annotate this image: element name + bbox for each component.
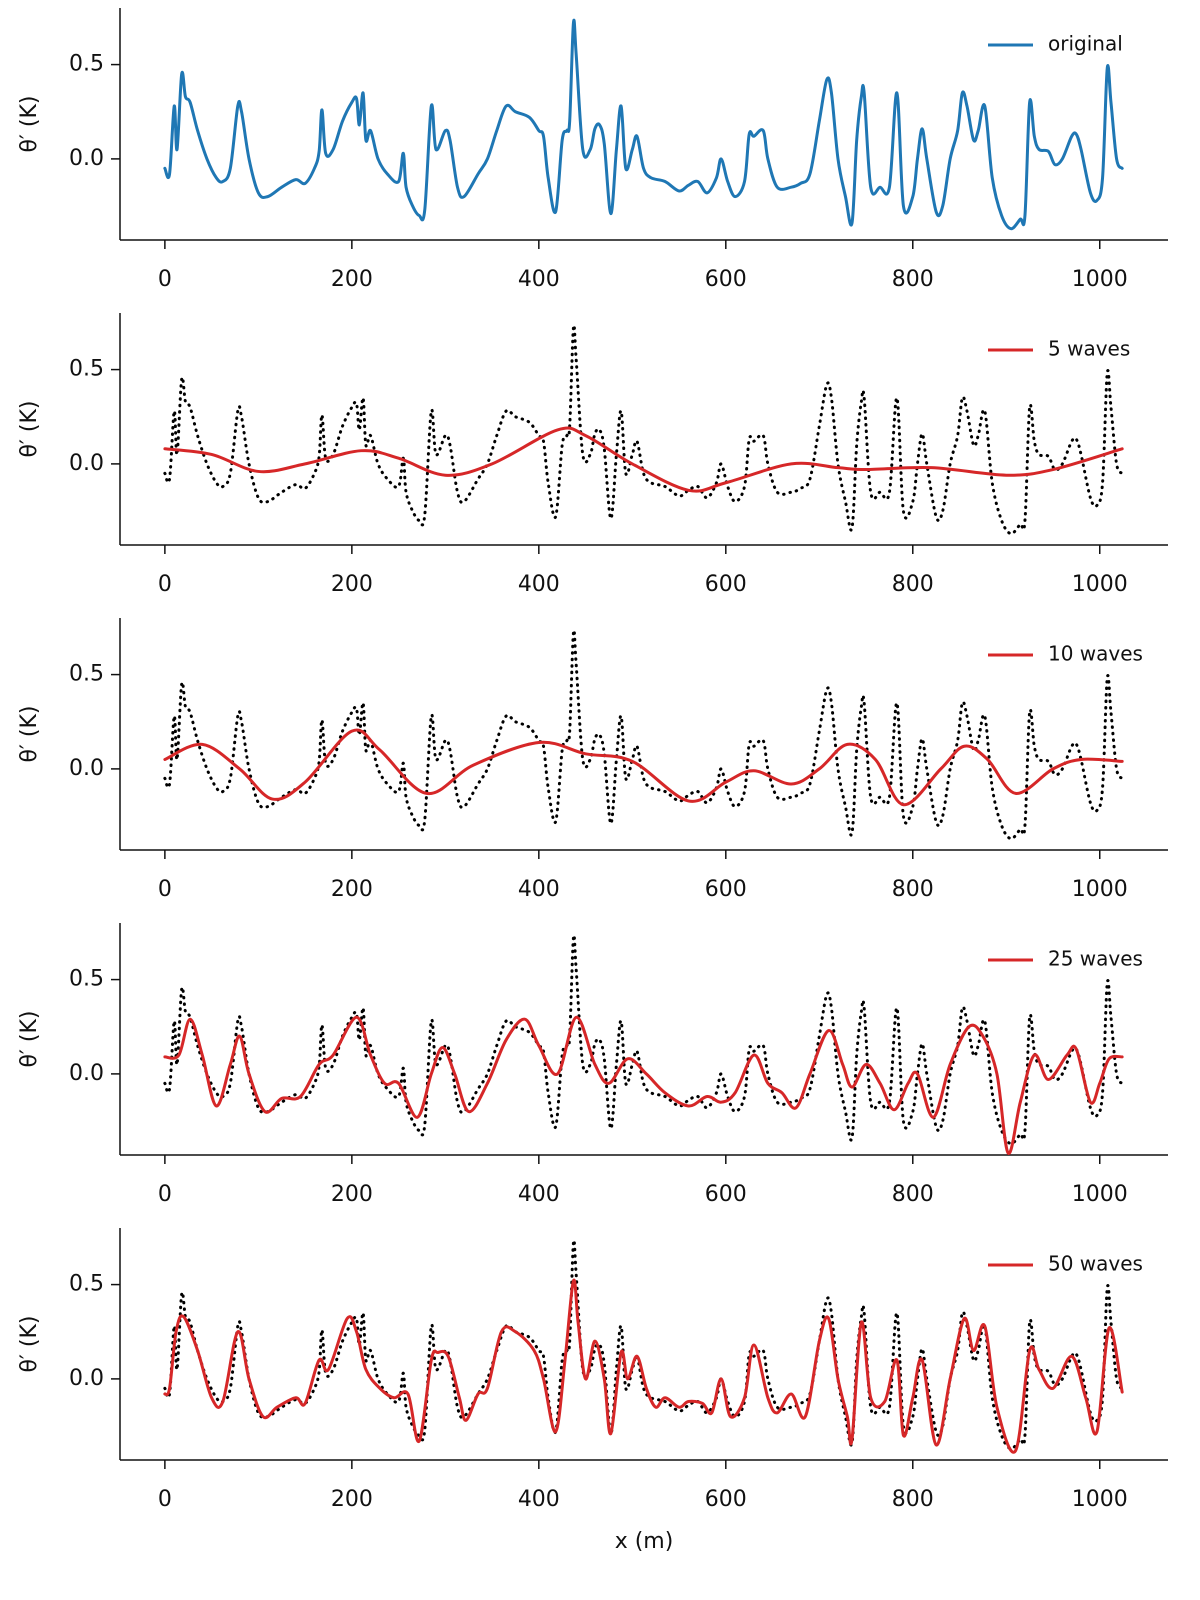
- subplot: 0.0 0.5 0 200 400 600 800 1000 θ′ (K) 25 waves: [17, 923, 1168, 1207]
- legend-label: 5 waves: [1048, 337, 1130, 361]
- y-axis-label: θ′ (K): [17, 95, 42, 152]
- x-tick-label: 400: [518, 1487, 560, 1512]
- y-tick-label: 0.5: [69, 52, 104, 77]
- reference-line: [163, 323, 1124, 536]
- x-tick-label: 200: [331, 1182, 373, 1207]
- reference-line: [163, 628, 1124, 841]
- y-tick-label: 0.5: [69, 662, 104, 687]
- y-tick-label: 0.0: [69, 451, 104, 476]
- x-tick-label: 200: [331, 1487, 373, 1512]
- x-tick-label: 200: [331, 877, 373, 902]
- x-tick-label: 1000: [1072, 877, 1128, 902]
- x-tick-label: 400: [518, 1182, 560, 1207]
- x-tick-label: 0: [158, 1182, 172, 1207]
- x-tick-label: 600: [705, 1487, 747, 1512]
- x-tick-label: 400: [518, 572, 560, 597]
- y-axis-label: θ′ (K): [17, 400, 42, 457]
- legend-label: 25 waves: [1048, 947, 1143, 971]
- legend-label: 10 waves: [1048, 642, 1143, 666]
- y-tick-label: 0.5: [69, 357, 104, 382]
- x-tick-label: 800: [892, 1182, 934, 1207]
- x-tick-label: 0: [158, 572, 172, 597]
- x-axis-label: x (m): [615, 1529, 674, 1554]
- x-tick-label: 0: [158, 1487, 172, 1512]
- series-line: [163, 18, 1124, 231]
- legend-label: original: [1048, 32, 1123, 56]
- x-tick-label: 600: [705, 572, 747, 597]
- x-tick-label: 800: [892, 267, 934, 292]
- subplot: 0.0 0.5 0 200 400 600 800 1000 θ′ (K) 5 waves: [17, 313, 1168, 597]
- series-line: [163, 728, 1124, 807]
- series-line: [163, 1278, 1124, 1454]
- x-tick-label: 1000: [1072, 1487, 1128, 1512]
- series-line: [163, 1015, 1124, 1155]
- x-tick-label: 1000: [1072, 572, 1128, 597]
- y-tick-label: 0.5: [69, 1272, 104, 1297]
- x-tick-label: 600: [705, 267, 747, 292]
- subplot: 0.0 0.5 0 200 400 600 800 1000 θ′ (K) x (m) 50 wav…: [17, 1228, 1168, 1554]
- legend-label: 50 waves: [1048, 1252, 1143, 1276]
- subplot: 0.0 0.5 0 200 400 600 800 1000 θ′ (K) 10 waves: [17, 618, 1168, 902]
- x-tick-label: 1000: [1072, 1182, 1128, 1207]
- y-tick-label: 0.0: [69, 1366, 104, 1391]
- x-tick-label: 800: [892, 572, 934, 597]
- x-tick-label: 200: [331, 572, 373, 597]
- x-tick-label: 0: [158, 877, 172, 902]
- series-line: [163, 426, 1124, 493]
- y-axis-label: θ′ (K): [17, 1010, 42, 1067]
- x-tick-label: 400: [518, 267, 560, 292]
- subplot: 0.0 0.5 0 200 400 600 800 1000 θ′ (K) original: [17, 8, 1168, 292]
- reference-line: [163, 1238, 1124, 1451]
- x-tick-label: 200: [331, 267, 373, 292]
- reference-line: [163, 933, 1124, 1146]
- y-axis-label: θ′ (K): [17, 1315, 42, 1372]
- x-tick-label: 600: [705, 1182, 747, 1207]
- y-axis-label: θ′ (K): [17, 705, 42, 762]
- y-tick-label: 0.0: [69, 1061, 104, 1086]
- y-tick-label: 0.5: [69, 967, 104, 992]
- x-tick-label: 0: [158, 267, 172, 292]
- y-tick-label: 0.0: [69, 756, 104, 781]
- x-tick-label: 800: [892, 877, 934, 902]
- x-tick-label: 800: [892, 1487, 934, 1512]
- x-tick-label: 400: [518, 877, 560, 902]
- x-tick-label: 1000: [1072, 267, 1128, 292]
- y-tick-label: 0.0: [69, 146, 104, 171]
- x-tick-label: 600: [705, 877, 747, 902]
